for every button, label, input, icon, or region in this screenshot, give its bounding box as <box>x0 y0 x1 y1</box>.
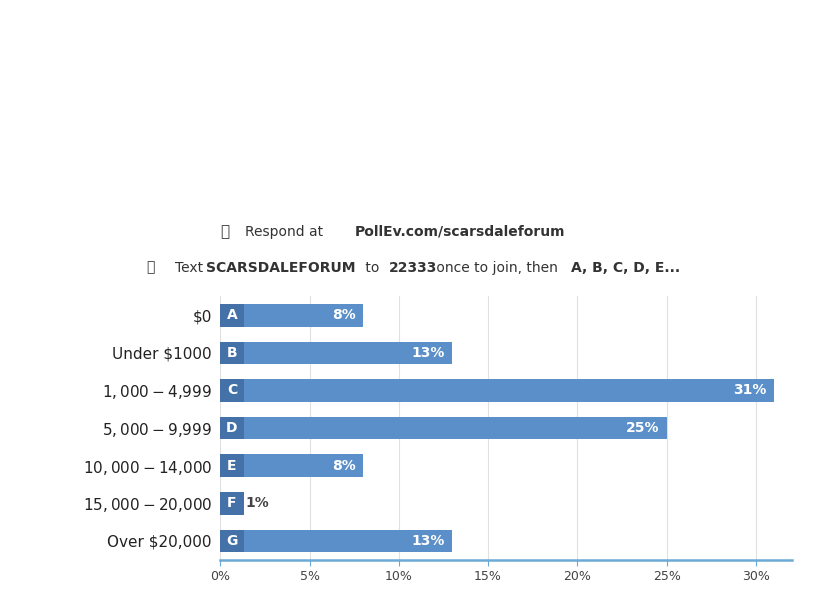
Text: Text: Text <box>175 261 208 275</box>
Text: B: B <box>227 346 237 360</box>
Text: ⎕: ⎕ <box>220 224 229 239</box>
Text: SCARSDALEFORUM: SCARSDALEFORUM <box>206 261 356 275</box>
Bar <box>220 379 774 402</box>
Bar <box>220 417 667 439</box>
Bar <box>220 529 452 552</box>
Text: once to join, then: once to join, then <box>432 261 563 275</box>
Bar <box>220 379 243 402</box>
Text: F: F <box>227 496 237 510</box>
Text: to: to <box>361 261 384 275</box>
Bar <box>220 454 363 477</box>
Text: 22333: 22333 <box>389 261 437 275</box>
Text: E: E <box>227 459 237 473</box>
Bar <box>220 492 238 514</box>
Text: 8%: 8% <box>332 459 356 473</box>
Text: A, B, C, D, E...: A, B, C, D, E... <box>571 261 681 275</box>
Bar <box>220 304 243 327</box>
Text: 1%: 1% <box>246 496 269 510</box>
Text: 8%: 8% <box>332 309 356 322</box>
Text: 13%: 13% <box>412 346 446 360</box>
Text: If your child attends or attended Scarsdale schools, what is
the average amount : If your child attends or attended Scarsd… <box>57 51 759 157</box>
Text: Respond at: Respond at <box>245 224 327 238</box>
Bar <box>220 342 243 364</box>
Text: A: A <box>227 309 237 322</box>
Text: PollEv.com/scarsdaleforum: PollEv.com/scarsdaleforum <box>355 224 565 238</box>
Text: C: C <box>227 384 237 397</box>
Bar <box>220 492 243 514</box>
Bar <box>220 417 243 439</box>
Text: D: D <box>226 421 237 435</box>
Bar <box>220 529 243 552</box>
Text: 31%: 31% <box>733 384 766 397</box>
Text: 13%: 13% <box>412 534 446 548</box>
Bar <box>220 454 243 477</box>
Text: 25%: 25% <box>626 421 659 435</box>
Bar <box>220 304 363 327</box>
Text: G: G <box>226 534 237 548</box>
Text: ⎓: ⎓ <box>147 261 155 275</box>
Bar <box>220 342 452 364</box>
